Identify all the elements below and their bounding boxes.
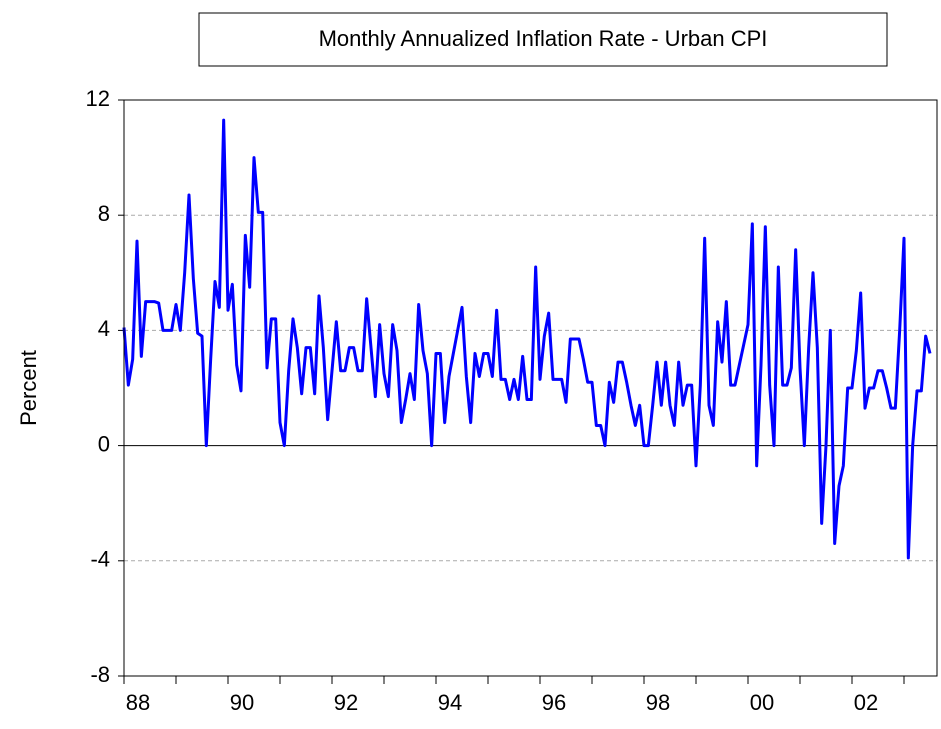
y-tick-label: 8 — [98, 201, 110, 226]
x-tick-label: 92 — [334, 690, 358, 715]
y-tick-label: 0 — [98, 431, 110, 456]
title-box — [198, 12, 888, 67]
chart-title: Monthly Annualized Inflation Rate - Urba… — [319, 26, 768, 51]
x-tick-label: 90 — [230, 690, 254, 715]
data-line — [122, 118, 932, 560]
x-tick-label: 96 — [542, 690, 566, 715]
y-tick-label: -8 — [90, 662, 110, 687]
x-tick-label: 98 — [646, 690, 670, 715]
y-tick-label: 12 — [86, 86, 110, 111]
plot-frame — [123, 99, 938, 677]
x-tick-label: 94 — [438, 690, 462, 715]
x-tick-label: 88 — [126, 690, 150, 715]
x-tick-label: 00 — [750, 690, 774, 715]
y-axis-label: Percent — [16, 350, 41, 426]
y-tick-label: -4 — [90, 547, 110, 572]
y-tick-label: 4 — [98, 316, 110, 341]
x-tick-label: 02 — [854, 690, 878, 715]
